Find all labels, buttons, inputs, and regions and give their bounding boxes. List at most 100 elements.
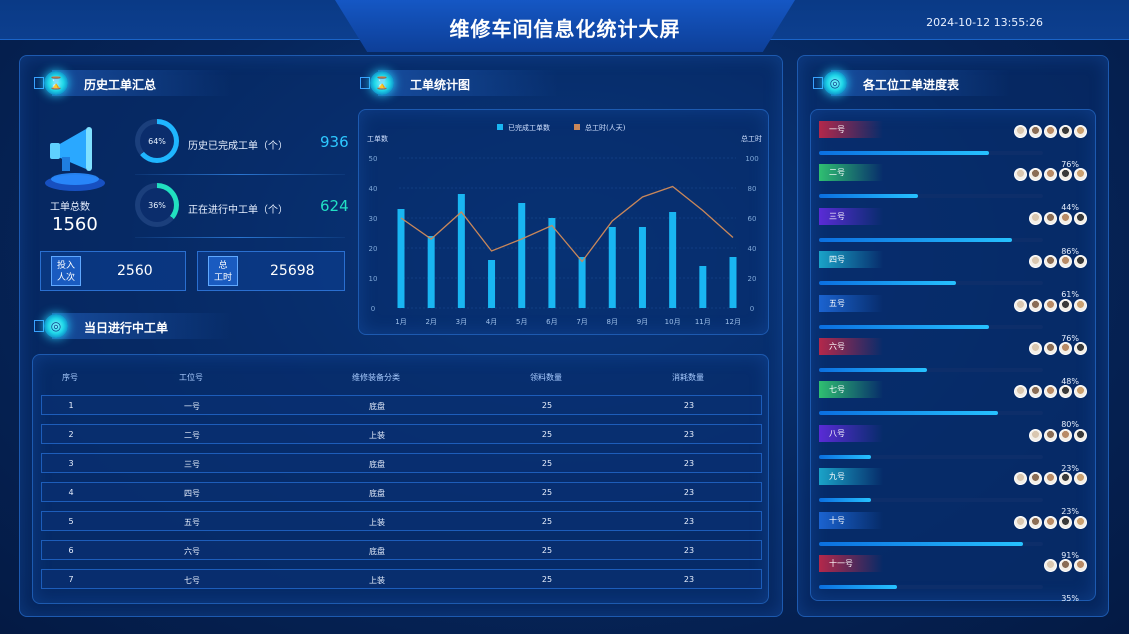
avatar: [1014, 298, 1027, 312]
workstation-tag[interactable]: 九号: [819, 468, 883, 486]
workstation-tag[interactable]: 十一号: [819, 555, 883, 572]
table-cell: 六号: [184, 547, 200, 556]
bar: [397, 209, 405, 308]
avatar: [1074, 472, 1087, 486]
avatar: [1044, 559, 1057, 572]
bar: [457, 194, 465, 308]
avatar: [1029, 428, 1042, 442]
table-row[interactable]: 3 三号 底盘 25 23: [41, 453, 762, 473]
workstation-tag[interactable]: 四号: [819, 251, 883, 269]
avatar-group: [1012, 166, 1087, 185]
avatar: [1029, 168, 1042, 182]
table-cell: 底盘: [369, 489, 385, 498]
table-cell: 25: [541, 430, 553, 439]
avatar: [1029, 125, 1042, 138]
avatar: [1074, 255, 1087, 269]
progress-track: [819, 368, 1043, 372]
progress-track: [819, 324, 1043, 329]
table-cell: 五号: [184, 518, 200, 527]
target-icon: ◎: [32, 313, 74, 339]
progress-track: [819, 585, 1043, 589]
today-title: 当日进行中工单: [84, 321, 169, 335]
progress-track: [819, 151, 1043, 155]
progress-fill: [819, 151, 990, 155]
x-tick: 3月: [456, 318, 467, 326]
table-cell: 25: [541, 517, 553, 526]
table-cell: 6: [68, 546, 74, 555]
y-axis-label-right: 总工时: [741, 134, 762, 143]
avatar: [1074, 428, 1087, 442]
avatar: [1059, 168, 1072, 182]
avatar: [1044, 211, 1057, 225]
avatar: [1014, 125, 1027, 138]
avatar: [1044, 342, 1057, 355]
avatar-group: [1027, 340, 1087, 359]
table-cell: 25: [541, 459, 553, 468]
table-row[interactable]: 4 四号 底盘 25 23: [41, 482, 762, 502]
avatar-group: [1012, 123, 1087, 142]
y-tick-right: 40: [748, 245, 757, 253]
table-cell: 二号: [184, 431, 200, 440]
legend-swatch-line: [574, 124, 580, 130]
progress-percent: 44%: [1061, 203, 1079, 213]
avatar: [1029, 472, 1042, 486]
workstation-tag[interactable]: 五号: [819, 294, 883, 312]
progress-fill: [819, 324, 990, 329]
table-row[interactable]: 6 六号 底盘 25 23: [41, 540, 762, 560]
progress-fill: [819, 411, 999, 416]
x-tick: 2月: [425, 318, 436, 326]
table-cell: 2: [68, 430, 74, 439]
avatar: [1074, 342, 1087, 355]
chart-section-header: ⌛ 工单统计图: [358, 70, 558, 96]
x-tick: 12月: [725, 318, 741, 326]
table-cell: 底盘: [369, 547, 385, 556]
workstation-tag[interactable]: 三号: [819, 207, 883, 225]
workstation-tag[interactable]: 十号: [819, 511, 883, 529]
avatar: [1059, 342, 1072, 355]
y-tick-right: 100: [745, 155, 758, 163]
y-tick-right: 0: [750, 305, 754, 313]
progress-track: [819, 237, 1043, 242]
workstation-tag[interactable]: 八号: [819, 424, 883, 442]
workstation-tag[interactable]: 七号: [819, 381, 883, 399]
table-cell: 上装: [369, 576, 385, 585]
avatar: [1044, 428, 1057, 442]
workstation-tag[interactable]: 六号: [819, 338, 883, 355]
avatar: [1059, 255, 1072, 269]
table-row[interactable]: 7 七号 上装 25 23: [41, 569, 762, 589]
total-label: 工单总数: [50, 202, 90, 213]
y-axis-label-left: 工单数: [367, 134, 388, 143]
workstation-tag[interactable]: 二号: [819, 164, 883, 182]
table-cell: 7: [68, 575, 74, 584]
progress-track: [819, 194, 1043, 199]
table-cell: 上装: [369, 431, 385, 440]
avatar-group: [1012, 470, 1087, 489]
progress-percent: 35%: [1061, 594, 1079, 603]
avatar: [1059, 472, 1072, 486]
avatar: [1059, 385, 1072, 399]
x-tick: 7月: [576, 318, 587, 326]
persons-tag-line2: 人次: [56, 273, 75, 283]
avatar-group: [1027, 253, 1087, 272]
progress-percent: 86%: [1061, 246, 1079, 256]
avatar: [1044, 385, 1057, 399]
table-cell: 25: [541, 401, 553, 410]
y-tick-left: 10: [369, 275, 378, 283]
column-header: 工位号: [179, 373, 203, 382]
table-row[interactable]: 5 五号 上装 25 23: [41, 511, 762, 531]
x-tick: 4月: [486, 318, 497, 326]
hours-tag-line2: 工时: [213, 273, 232, 283]
avatar: [1074, 168, 1087, 182]
progress-track: [819, 541, 1043, 546]
ongoing-value: 624: [320, 197, 349, 215]
table-row[interactable]: 1 一号 底盘 25 23: [41, 395, 762, 415]
legend-swatch-bar: [497, 124, 503, 130]
workstation-tag[interactable]: 一号: [819, 121, 883, 138]
header-title-plate: [335, 0, 795, 52]
bar: [638, 227, 646, 308]
x-tick: 5月: [516, 318, 527, 326]
table-cell: 23: [683, 517, 695, 526]
table-row[interactable]: 2 二号 上装 25 23: [41, 424, 762, 444]
progress-fill: [819, 454, 871, 459]
bar: [518, 203, 526, 308]
